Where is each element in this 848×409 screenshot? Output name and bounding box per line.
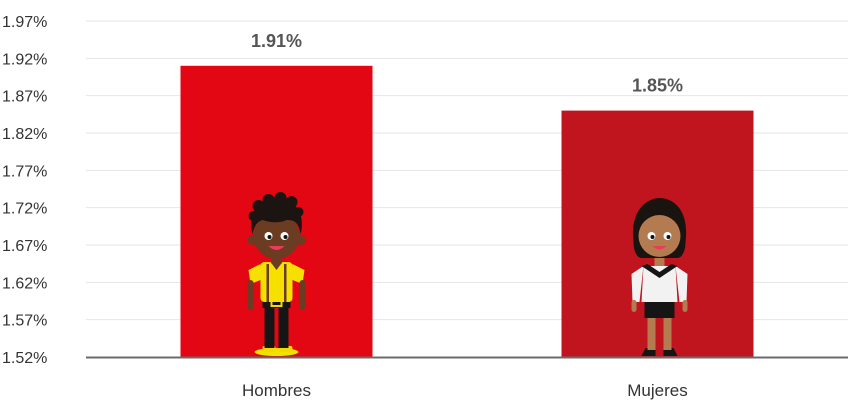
girl-illustration-icon: [631, 198, 688, 356]
x-category-label: Mujeres: [627, 381, 687, 400]
y-tick-label: 1.67%: [2, 238, 47, 255]
y-tick-label: 1.62%: [2, 275, 47, 292]
boy-illustration-icon: [247, 192, 306, 356]
y-tick-label: 1.57%: [2, 313, 47, 330]
x-axis-categories: Hombres Mujeres: [242, 381, 688, 400]
y-tick-label: 1.92%: [2, 51, 47, 68]
x-category-label: Hombres: [242, 381, 311, 400]
data-label: 1.85%: [632, 76, 683, 96]
y-tick-label: 1.87%: [2, 89, 47, 106]
y-tick-label: 1.82%: [2, 126, 47, 143]
y-tick-label: 1.72%: [2, 201, 47, 218]
data-label: 1.91%: [251, 31, 302, 51]
y-tick-label: 1.77%: [2, 163, 47, 180]
data-labels: 1.91% 1.85%: [251, 31, 683, 96]
y-tick-label: 1.97%: [2, 14, 47, 31]
figures: [247, 192, 688, 356]
y-tick-label: 1.52%: [2, 350, 47, 367]
y-axis-ticks: 1.52% 1.57% 1.62% 1.67% 1.72% 1.77% 1.82% 1.87%…: [2, 14, 47, 367]
